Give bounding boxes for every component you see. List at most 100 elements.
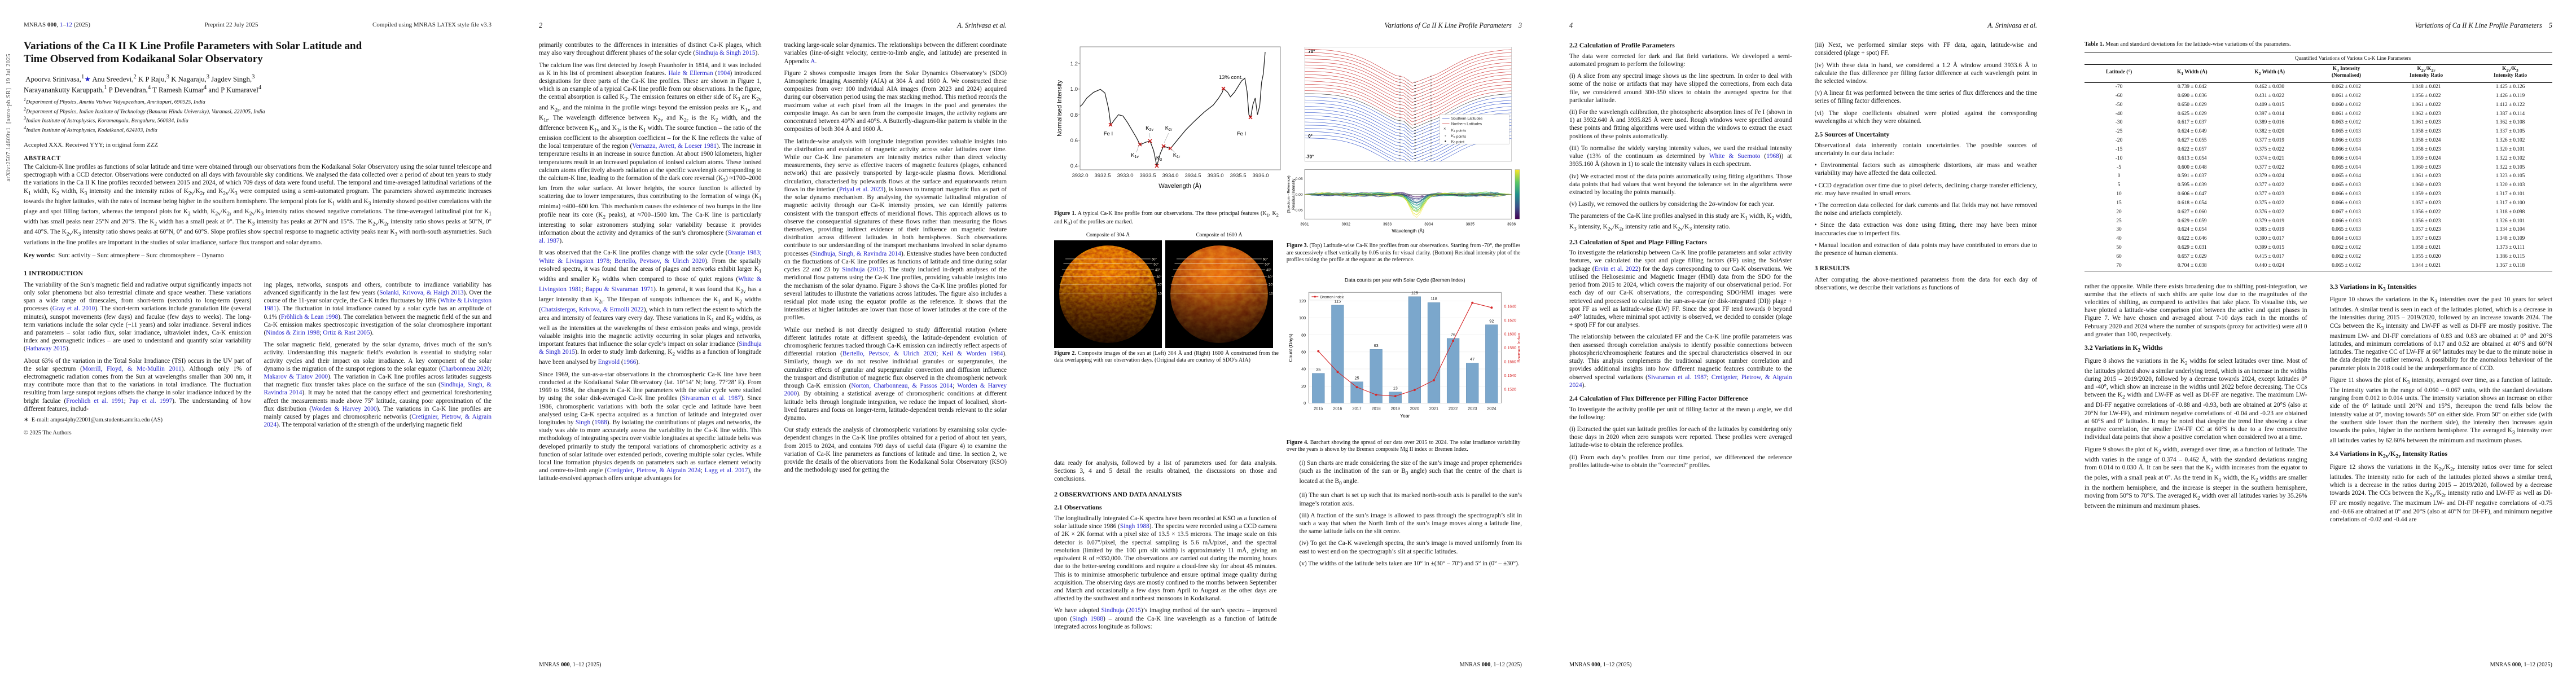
svg-text:0.1620: 0.1620 (1504, 318, 1516, 322)
svg-text:0.00: 0.00 (1295, 193, 1302, 197)
svg-text:Northern Latitudes: Northern Latitudes (1451, 122, 1482, 126)
svg-text:92: 92 (1489, 318, 1494, 323)
svg-text:2024: 2024 (1487, 406, 1496, 411)
svg-text:Residual Intensity: Residual Intensity (1292, 178, 1296, 210)
svg-text:1.0: 1.0 (1297, 112, 1303, 116)
svg-text:1.6: 1.6 (1297, 81, 1303, 85)
svg-text:Bremen Index: Bremen Index (1516, 332, 1520, 363)
svg-text:Southern Latitudes: Southern Latitudes (1451, 117, 1483, 121)
svg-text:50°: 50° (1153, 263, 1159, 266)
svg-text:0.1640: 0.1640 (1504, 305, 1516, 309)
svg-text:13% cont.: 13% cont. (1219, 74, 1243, 81)
svg-text:120: 120 (1299, 298, 1306, 304)
svg-text:0.8: 0.8 (1297, 123, 1303, 127)
svg-text:3933.0: 3933.0 (1117, 173, 1133, 179)
svg-text:2018: 2018 (1371, 406, 1380, 411)
svg-text:2015: 2015 (1314, 406, 1323, 411)
svg-text:76: 76 (1451, 332, 1455, 337)
svg-text:20°: 20° (1269, 284, 1273, 287)
svg-text:2020: 2020 (1410, 406, 1419, 411)
svg-text:2.0: 2.0 (1297, 60, 1303, 64)
svg-text:3934.0: 3934.0 (1162, 173, 1178, 179)
svg-text:3932.5: 3932.5 (1094, 173, 1111, 179)
svg-text:Bremen Index: Bremen Index (1320, 295, 1344, 299)
svg-text:2023: 2023 (1468, 406, 1477, 411)
svg-text:30°: 30° (1156, 276, 1162, 279)
svg-text:0.05: 0.05 (1295, 177, 1302, 181)
svg-text:Wavelength (Å): Wavelength (Å) (1392, 228, 1424, 234)
svg-text:70°: 70° (1308, 49, 1315, 54)
svg-text:0: 0 (1304, 401, 1306, 406)
svg-text:100: 100 (1299, 315, 1306, 320)
svg-text:3936.0: 3936.0 (1252, 173, 1269, 179)
svg-text:47: 47 (1470, 357, 1474, 362)
svg-text:Normalised Intensity: Normalised Intensity (1056, 80, 1063, 137)
svg-text:10°: 10° (1269, 292, 1273, 296)
svg-text:3934: 3934 (1424, 223, 1433, 227)
svg-text:50°: 50° (1265, 263, 1270, 266)
svg-text:60°: 60° (1152, 258, 1157, 261)
svg-text:60°: 60° (1263, 258, 1269, 261)
svg-text:Year: Year (1400, 413, 1410, 419)
svg-text:1.4: 1.4 (1297, 91, 1303, 95)
svg-text:Fe I: Fe I (1237, 131, 1246, 137)
svg-text:10°: 10° (1158, 292, 1162, 296)
svg-text:3935.5: 3935.5 (1230, 173, 1246, 179)
svg-text:2019: 2019 (1391, 406, 1400, 411)
svg-text:K2v: K2v (1146, 125, 1153, 132)
svg-text:3936: 3936 (1507, 223, 1516, 227)
svg-text:K1v: K1v (1131, 152, 1139, 159)
svg-text:K1r: K1r (1173, 152, 1181, 159)
svg-text:×: × (1443, 127, 1446, 131)
svg-text:K3: K3 (1156, 155, 1162, 162)
svg-text:40°: 40° (1266, 269, 1272, 272)
svg-text:3931: 3931 (1300, 223, 1309, 227)
svg-text:Normalised Intensity: Normalised Intensity (1290, 83, 1296, 126)
svg-text:20°: 20° (1157, 284, 1162, 287)
svg-text:Data counts per year with Sola: Data counts per year with Solar Cycle (B… (1345, 277, 1465, 283)
svg-text:0.1520: 0.1520 (1504, 388, 1516, 392)
svg-text:3934.5: 3934.5 (1184, 173, 1201, 179)
svg-text:K2 points: K2 points (1451, 134, 1467, 139)
svg-text:3932.0: 3932.0 (1072, 173, 1088, 179)
svg-text:125: 125 (1411, 290, 1418, 295)
svg-text:0.4: 0.4 (1070, 163, 1078, 169)
svg-text:80: 80 (1301, 332, 1306, 337)
svg-text:63: 63 (1374, 343, 1379, 348)
svg-text:40: 40 (1301, 366, 1306, 371)
svg-text:60: 60 (1301, 349, 1306, 354)
svg-text:K1 points: K1 points (1451, 129, 1467, 133)
svg-text:0.6: 0.6 (1070, 138, 1078, 144)
svg-text:-70°: -70° (1305, 155, 1314, 160)
svg-text:20: 20 (1301, 383, 1306, 388)
svg-text:2022: 2022 (1449, 406, 1458, 411)
svg-text:25: 25 (1354, 375, 1359, 380)
svg-text:3933: 3933 (1383, 223, 1392, 227)
svg-text:0.1540: 0.1540 (1504, 374, 1516, 378)
svg-text:K2r: K2r (1165, 125, 1173, 132)
svg-text:Wavelength (Å): Wavelength (Å) (1158, 182, 1201, 190)
svg-text:(Spectrum - Reference): (Spectrum - Reference) (1287, 175, 1291, 213)
svg-text:1.8: 1.8 (1297, 70, 1303, 74)
svg-text:0.1560: 0.1560 (1504, 360, 1516, 364)
svg-text:30°: 30° (1267, 276, 1273, 279)
svg-text:1.0: 1.0 (1070, 86, 1078, 93)
svg-text:40°: 40° (1155, 269, 1161, 272)
svg-text:2017: 2017 (1352, 406, 1361, 411)
svg-text:0°: 0° (1308, 134, 1313, 139)
svg-text:Count (Days): Count (Days) (1288, 333, 1293, 362)
svg-text:Fe I: Fe I (1104, 131, 1113, 137)
svg-text:0.8: 0.8 (1070, 112, 1078, 118)
svg-text:0.1600: 0.1600 (1504, 332, 1516, 336)
svg-text:118: 118 (1430, 296, 1437, 301)
svg-text:2021: 2021 (1429, 406, 1438, 411)
svg-text:K3 point: K3 point (1451, 140, 1464, 144)
svg-text:3935.0: 3935.0 (1207, 173, 1223, 179)
svg-text:3935: 3935 (1465, 223, 1474, 227)
svg-text:35: 35 (1316, 367, 1320, 372)
svg-text:2.2: 2.2 (1297, 49, 1303, 53)
svg-text:1.2: 1.2 (1070, 61, 1078, 67)
svg-text:2016: 2016 (1333, 406, 1342, 411)
svg-text:1.2: 1.2 (1297, 102, 1303, 106)
svg-text:3933.5: 3933.5 (1139, 173, 1156, 179)
